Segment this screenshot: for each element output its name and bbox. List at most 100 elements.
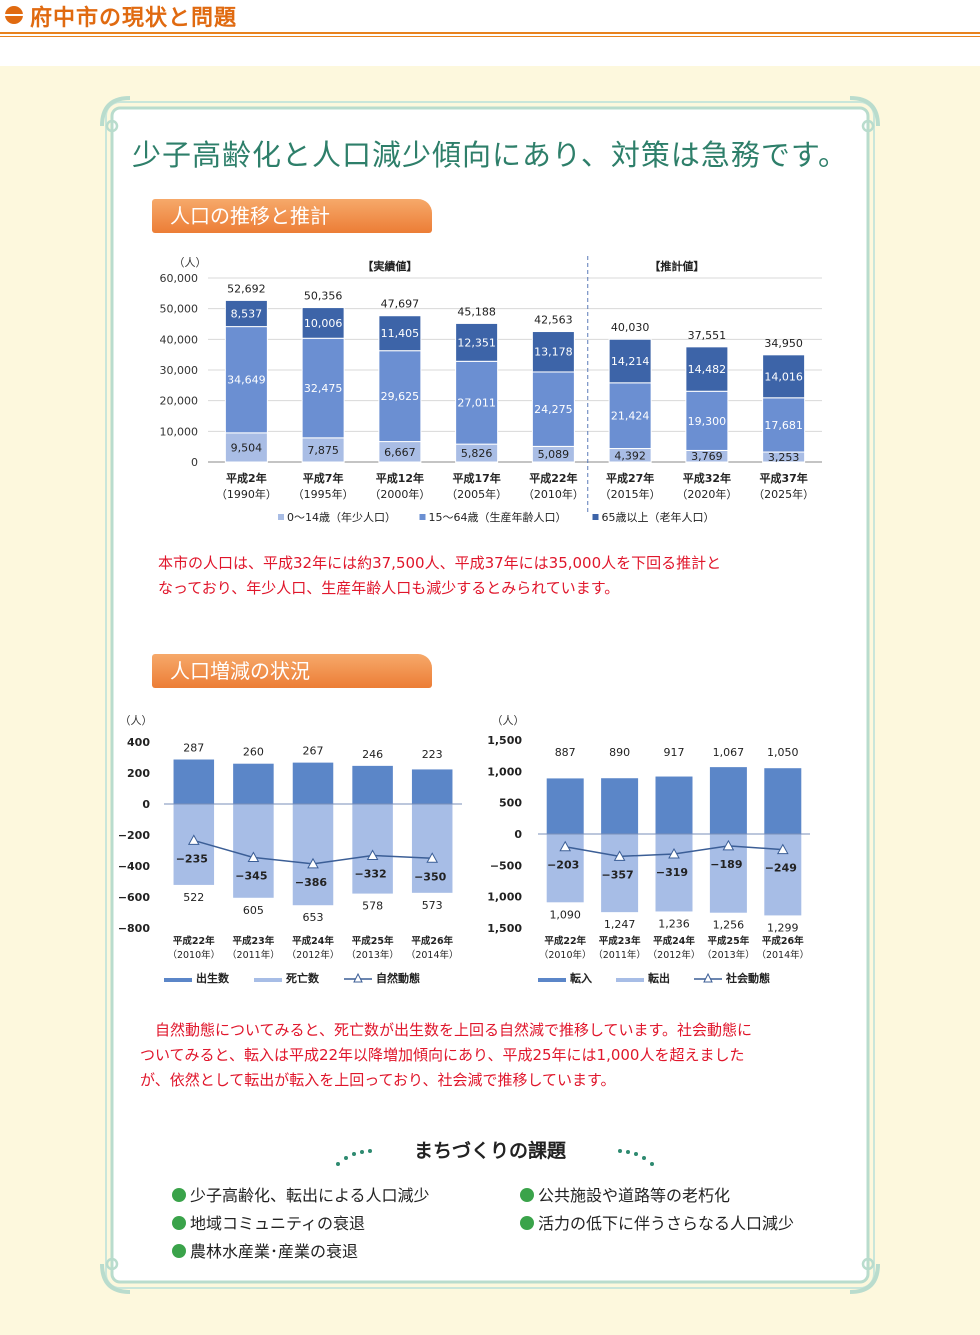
bar-positive <box>233 763 274 804</box>
data-label: 13,178 <box>534 346 573 359</box>
legend-swatch <box>592 514 599 520</box>
population-paragraph: 本市の人口は、平成32年には約37,500人、平成37年には35,000人を下回… <box>158 551 721 601</box>
line-marker <box>187 834 200 845</box>
legend-label: 自然動態 <box>376 971 420 985</box>
bar-segment <box>455 360 499 445</box>
x-tick-sublabel: （2010年） <box>167 949 220 961</box>
data-label: 11,405 <box>381 327 420 340</box>
kadai-item: 地域コミュニティの衰退 <box>172 1210 365 1234</box>
legend-label: 出生数 <box>196 971 230 985</box>
bar-negative <box>601 834 639 913</box>
total-label: 45,188 <box>457 305 496 318</box>
data-label: 24,275 <box>534 403 573 416</box>
x-tick-label: 平成22年 <box>544 935 586 947</box>
total-label: 37,551 <box>688 329 727 342</box>
x-tick-sublabel: （1995年） <box>293 487 354 501</box>
data-label-negative: 1,299 <box>767 921 799 934</box>
bar-segment <box>301 307 345 339</box>
legend-label: 65歳以上（老年人口） <box>602 510 715 524</box>
bullet-icon <box>520 1216 534 1230</box>
data-label-positive: 1,050 <box>767 746 799 759</box>
y-unit-label: （人） <box>492 714 525 727</box>
y-unit-label: （人） <box>120 714 153 727</box>
line-marker <box>559 840 572 852</box>
legend-swatch <box>164 978 192 982</box>
bar-segment <box>378 315 422 352</box>
legend-swatch <box>419 514 426 520</box>
data-label: 3,769 <box>691 450 723 463</box>
x-tick-sublabel: （2012年） <box>648 949 701 961</box>
annotation-actual: 【実績値】 <box>362 259 417 273</box>
x-tick-label: 平成24年 <box>292 935 334 947</box>
y-tick-label: −800 <box>118 922 150 935</box>
bar-segment <box>224 299 268 328</box>
bar-positive <box>411 769 453 804</box>
data-label: 14,214 <box>611 355 650 368</box>
x-tick-sublabel: （2011年） <box>593 949 646 961</box>
y-tick-label: 1,500 <box>488 734 522 747</box>
data-label-positive: 1,067 <box>713 746 745 759</box>
y-tick-label: 0 <box>191 456 198 469</box>
data-label-negative: 522 <box>183 891 204 904</box>
data-label: 34,649 <box>227 374 266 387</box>
x-tick-label: 平成25年 <box>352 935 394 947</box>
legend-label: 死亡数 <box>286 971 320 985</box>
x-tick-sublabel: （2013年） <box>702 949 755 961</box>
data-label-line: −345 <box>235 869 267 882</box>
x-tick-label: 平成37年 <box>759 471 807 485</box>
change-line-1: 自然動態についてみると、死亡数が出生数を上回る自然減で推移しています。社会動態に <box>140 1021 753 1039</box>
data-label-line: −332 <box>355 867 387 880</box>
x-tick-label: 平成25年 <box>708 935 750 947</box>
total-label: 42,563 <box>534 314 573 327</box>
change-line-2: ついてみると、転入は平成22年以降増加傾向にあり、平成25年には1,000人を超… <box>140 1046 745 1064</box>
legend-marker <box>703 972 713 983</box>
x-tick-sublabel: （2010年） <box>539 949 592 961</box>
section-title: 府中市の現状と問題 <box>30 6 238 31</box>
decorative-frame <box>100 96 880 1294</box>
bar-segment <box>301 337 345 439</box>
bullet-icon <box>172 1244 186 1258</box>
data-label-line: −203 <box>547 859 579 872</box>
bar-segment <box>685 390 729 451</box>
data-label-line: −249 <box>765 862 797 875</box>
data-label-line: −235 <box>176 852 208 865</box>
y-tick-label: 40,000 <box>160 333 199 346</box>
data-label-positive: 890 <box>609 746 630 759</box>
total-label: 34,950 <box>764 337 803 350</box>
tab-change: 人口増減の状況 <box>152 654 432 688</box>
data-label: 14,016 <box>764 370 803 383</box>
data-label: 29,625 <box>381 390 420 403</box>
kadai-item-text: 少子高齢化、転出による人口減少 <box>190 1186 430 1205</box>
line-marker <box>247 851 260 862</box>
bar-segment <box>301 437 345 463</box>
kadai-item: 農林水産業･産業の衰退 <box>172 1238 358 1262</box>
x-tick-sublabel: （2011年） <box>227 949 280 961</box>
x-tick-sublabel: （2005年） <box>446 487 507 501</box>
legend-swatch <box>538 978 566 982</box>
dots-right-icon <box>618 1149 654 1166</box>
data-label: 5,089 <box>538 448 570 461</box>
x-tick-label: 平成27年 <box>606 471 654 485</box>
data-label: 4,392 <box>614 449 646 462</box>
annotation-estimate: 【推計値】 <box>649 259 704 273</box>
tab-population: 人口の推移と推計 <box>152 199 432 233</box>
x-tick-label: 平成26年 <box>411 935 453 947</box>
data-label-line: −319 <box>656 866 688 879</box>
change-paragraph: 自然動態についてみると、死亡数が出生数を上回る自然減で推移しています。社会動態に… <box>140 1018 752 1093</box>
total-label: 40,030 <box>611 321 650 334</box>
total-label: 52,692 <box>227 282 266 295</box>
y-tick-label: −200 <box>118 829 150 842</box>
line-marker <box>366 849 379 860</box>
x-tick-sublabel: （2020年） <box>676 487 737 501</box>
data-label-line: −386 <box>295 876 328 889</box>
bar-negative <box>292 804 334 906</box>
line-marker <box>722 839 735 851</box>
bullet-icon <box>172 1188 186 1202</box>
y-tick-label: 30,000 <box>160 364 199 377</box>
data-label: 12,351 <box>457 336 496 349</box>
data-label-positive: 887 <box>555 746 576 759</box>
data-label-negative: 1,256 <box>713 919 745 932</box>
data-label-negative: 1,090 <box>549 908 581 921</box>
bar-positive <box>173 759 215 804</box>
